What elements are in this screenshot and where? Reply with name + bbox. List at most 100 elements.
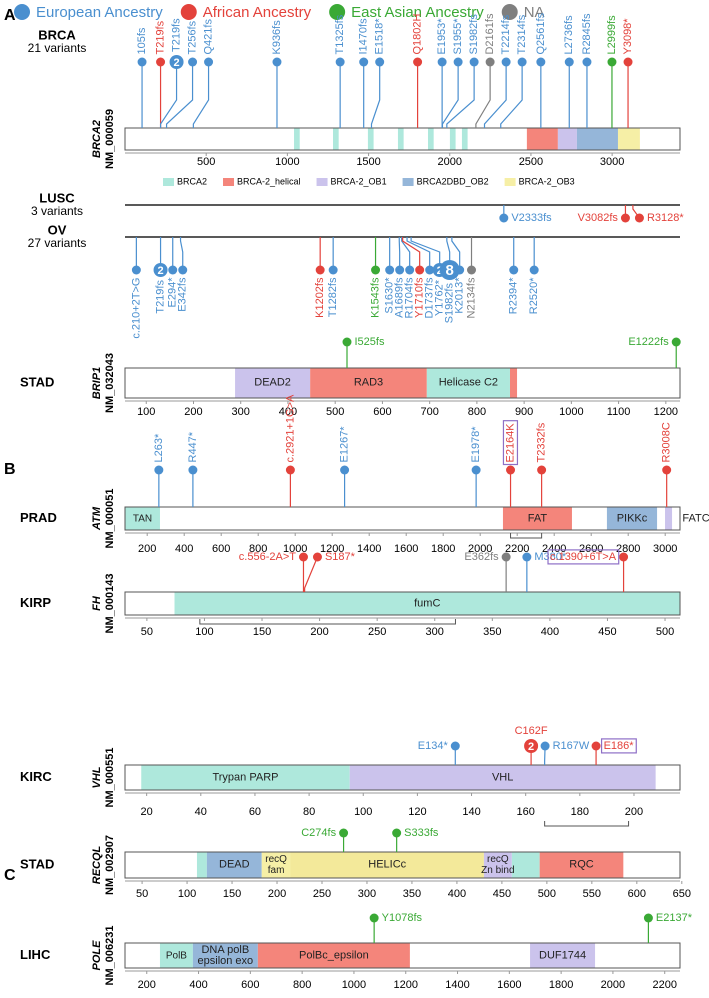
x-tick-label: 3000 — [653, 543, 677, 555]
lollipop-head — [540, 741, 550, 751]
cancer-label: KIRP — [20, 595, 51, 610]
transcript: NM_000143 — [104, 574, 116, 634]
lollipop-head — [501, 552, 511, 562]
x-tick-label: 500 — [326, 406, 344, 418]
x-tick-label: 200 — [268, 888, 286, 900]
lollipop-head — [501, 57, 511, 67]
cancer-label: STAD — [20, 374, 54, 389]
x-tick-label: 900 — [515, 406, 533, 418]
x-tick-label: 1500 — [356, 156, 380, 168]
domain-legend-swatch — [316, 178, 328, 186]
mutation-label: T1282fs — [327, 277, 339, 317]
x-tick-label: 2000 — [468, 543, 492, 555]
bracket — [510, 533, 543, 539]
bracket — [199, 619, 456, 625]
gene-name: ATM — [91, 506, 103, 531]
lollipop-head — [671, 337, 681, 347]
x-tick-label: 1200 — [654, 406, 678, 418]
lollipop-head — [178, 265, 188, 275]
domain — [235, 368, 311, 398]
lollipop-head — [395, 265, 405, 275]
x-tick-label: 400 — [189, 979, 207, 991]
lollipop-head — [536, 57, 546, 67]
transcript: NM_000051 — [104, 489, 116, 549]
lollipop-head — [272, 57, 282, 67]
x-tick-label: 500 — [656, 626, 674, 638]
lollipop-stem — [406, 237, 431, 270]
x-tick-label: 200 — [184, 406, 202, 418]
mutation-label: R2845fs — [581, 13, 593, 54]
panel-label: B — [4, 461, 16, 478]
x-tick-label: 1200 — [393, 979, 417, 991]
lollipop-head — [537, 465, 547, 475]
lollipop-head — [485, 57, 495, 67]
lollipop-stem — [159, 62, 178, 128]
lollipop-head — [188, 57, 198, 67]
x-tick-label: 2200 — [652, 979, 676, 991]
domain — [511, 852, 540, 878]
lollipop-stem — [165, 62, 194, 128]
lollipop-head — [469, 57, 479, 67]
x-tick-label: 1000 — [283, 543, 307, 555]
x-tick-label: 400 — [175, 543, 193, 555]
mutation-label: R167W — [553, 740, 590, 752]
lollipop-stem — [441, 62, 459, 128]
x-tick-label: 1800 — [431, 543, 455, 555]
label-box — [600, 738, 637, 754]
gene-name: BRIP1 — [91, 367, 103, 399]
mutation-label: E1222fs — [628, 336, 669, 348]
x-tick-label: 200 — [625, 806, 643, 818]
legend-label: European Ancestry — [36, 4, 163, 21]
bracket — [544, 821, 630, 827]
mutation-label: E2164K — [504, 423, 516, 463]
protein-bar-outline — [124, 942, 681, 969]
mutation-label: R2520* — [528, 277, 540, 314]
panel-label: A — [4, 7, 16, 24]
protein-bar-outline — [124, 367, 681, 399]
lollipop-head — [156, 57, 166, 67]
lollipop-head — [405, 265, 415, 275]
x-tick-label: 600 — [373, 406, 391, 418]
domain-label: DUF1744 — [539, 949, 587, 961]
domain-label: Trypan PARP — [212, 771, 279, 783]
lollipop-head — [439, 260, 460, 280]
lollipop-head — [153, 263, 168, 277]
domain — [427, 128, 434, 150]
x-tick-label: 1100 — [607, 406, 631, 418]
x-tick-label: 800 — [293, 979, 311, 991]
domain-label: VHL — [491, 771, 514, 783]
lollipop-stem — [179, 237, 184, 270]
mutation-label: T2214fs — [500, 14, 512, 54]
transcript: NM_006231 — [104, 926, 116, 986]
lollipop-head — [335, 57, 345, 67]
x-tick-label: 140 — [462, 806, 480, 818]
lollipop-head — [312, 552, 322, 562]
x-tick-label: 2200 — [505, 543, 529, 555]
lollipop-stem — [304, 556, 319, 592]
x-tick-label: 100 — [178, 888, 196, 900]
x-tick-label: 100 — [137, 406, 155, 418]
legend-label: East Asian Ancestry — [351, 4, 484, 21]
lollipop-head — [315, 265, 325, 275]
domain — [333, 128, 339, 150]
mutation-label: V2333fs — [511, 212, 552, 224]
lollipop-stem — [410, 237, 441, 270]
mutation-label: A1689fs — [394, 277, 406, 318]
lollipop-head — [204, 57, 214, 67]
mutation-label: T219fs — [170, 18, 182, 52]
x-tick-label: 600 — [212, 543, 230, 555]
lollipop-head — [392, 828, 402, 838]
domain — [174, 592, 680, 615]
mutation-label: K1543fs — [369, 277, 381, 318]
gene-name: BRCA2 — [91, 120, 103, 158]
lollipop-head — [169, 55, 184, 69]
lollipop-head — [564, 57, 574, 67]
legend-label: African Ancestry — [203, 4, 312, 21]
x-tick-label: 600 — [241, 979, 259, 991]
x-tick-label: 450 — [598, 626, 616, 638]
domain-label: DNA polB epsilon exo — [197, 943, 254, 967]
domain-legend-label: BRCA-2_OB1 — [331, 176, 387, 186]
domain — [397, 128, 404, 150]
x-tick-label: 180 — [571, 806, 589, 818]
lollipop-head — [385, 265, 395, 275]
